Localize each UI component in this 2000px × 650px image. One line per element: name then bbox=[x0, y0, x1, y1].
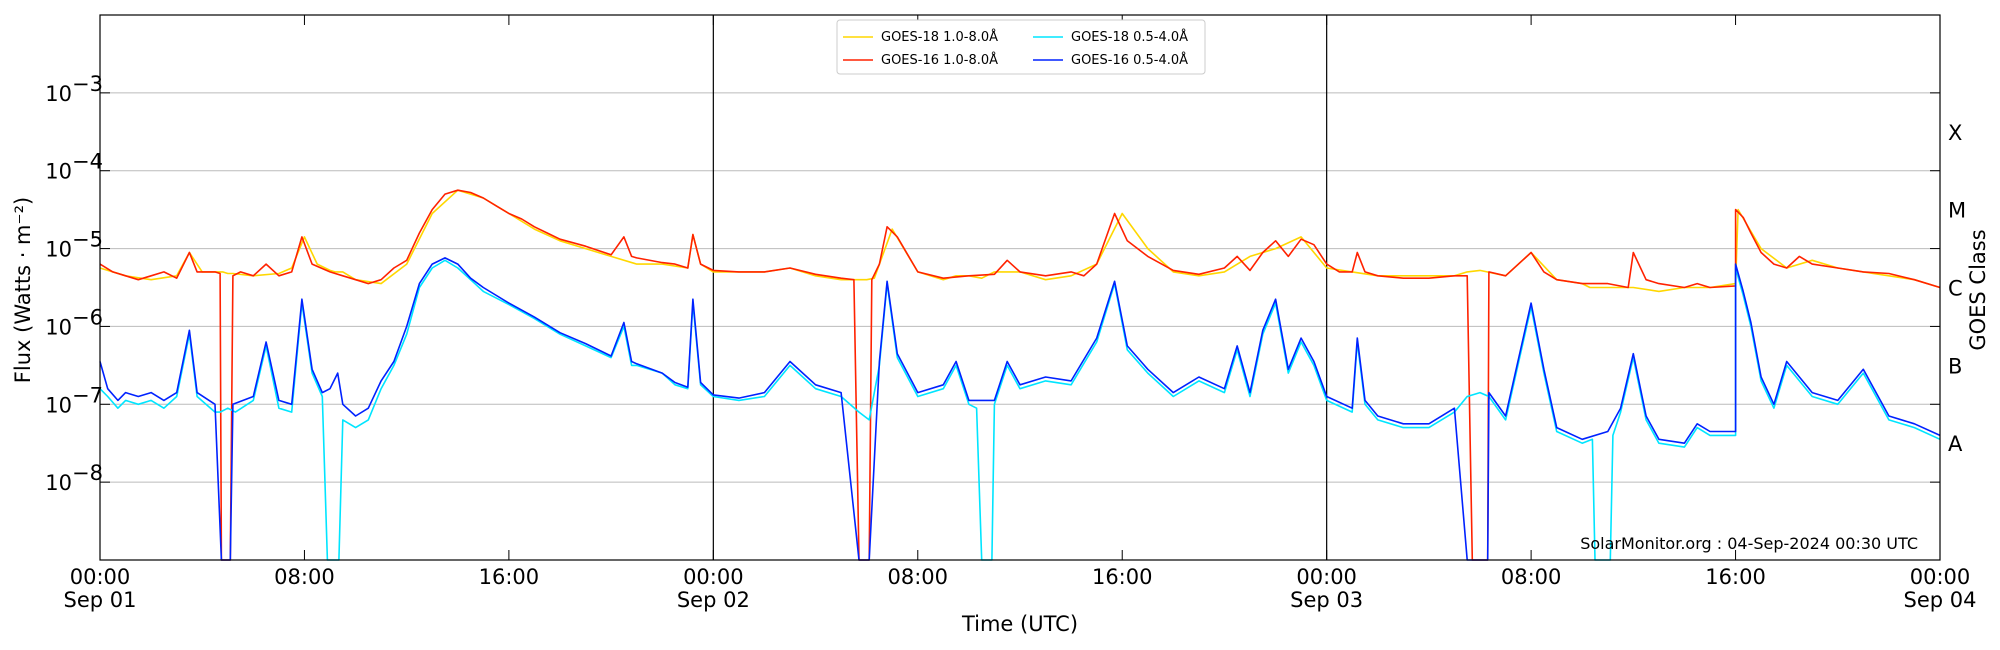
x-tick-label-time: 16:00 bbox=[1092, 565, 1153, 589]
goes-class-label: X bbox=[1948, 121, 1962, 145]
y-tick-label-exponent: −3 bbox=[72, 72, 103, 96]
legend-label-goes18-long: GOES-18 1.0-8.0Å bbox=[881, 29, 998, 45]
grid-lines bbox=[100, 92, 1940, 483]
x-tick-label-time: 08:00 bbox=[888, 565, 949, 589]
y-tick-label-exponent: −8 bbox=[72, 461, 103, 485]
x-tick-label-date: Sep 02 bbox=[677, 588, 750, 612]
legend-box bbox=[836, 19, 1206, 75]
x-tick-label-time: 00:00 bbox=[1910, 565, 1971, 589]
right-axis-title: GOES Class bbox=[1966, 229, 1990, 350]
y-tick-label-exponent: −6 bbox=[72, 305, 103, 329]
legend-label-goes16-short: GOES-16 0.5-4.0Å bbox=[1071, 52, 1188, 68]
y-tick-label: 10 bbox=[45, 393, 72, 417]
legend-label-goes18-short: GOES-18 0.5-4.0Å bbox=[1071, 29, 1188, 45]
x-tick-label-time: 00:00 bbox=[1296, 565, 1357, 589]
y-tick-label-exponent: −5 bbox=[72, 228, 103, 252]
watermark-text: SolarMonitor.org : 04-Sep-2024 00:30 UTC bbox=[1580, 534, 1918, 553]
y-tick-label-exponent: −7 bbox=[72, 383, 103, 407]
x-tick-label-time: 00:00 bbox=[683, 565, 744, 589]
x-axis-title: Time (UTC) bbox=[961, 612, 1078, 636]
series-lines bbox=[99, 189, 1941, 561]
x-tick-label-date: Sep 01 bbox=[64, 588, 137, 612]
y-axis-title: Flux (Watts · m⁻²) bbox=[11, 197, 35, 383]
x-tick-label-time: 16:00 bbox=[1705, 565, 1766, 589]
x-tick-label-date: Sep 03 bbox=[1290, 588, 1363, 612]
y-tick-label: 10 bbox=[45, 471, 72, 495]
series-goes16-short bbox=[99, 257, 1941, 561]
goes-class-label: C bbox=[1948, 277, 1963, 301]
x-tick-label-time: 00:00 bbox=[70, 565, 131, 589]
y-tick-label: 10 bbox=[45, 315, 72, 339]
y-tick-label-exponent: −4 bbox=[72, 150, 103, 174]
day-boundaries bbox=[712, 15, 1328, 560]
goes-class-labels: A B C M X bbox=[1948, 121, 1966, 456]
y-tick-label: 10 bbox=[45, 82, 72, 106]
goes-class-label: B bbox=[1948, 354, 1962, 378]
y-tick-label: 10 bbox=[45, 238, 72, 262]
plot-frame bbox=[99, 14, 1941, 561]
legend-label-goes16-long: GOES-16 1.0-8.0Å bbox=[881, 52, 998, 68]
x-tick-label-date: Sep 04 bbox=[1904, 588, 1977, 612]
series-goes16-long bbox=[99, 189, 1941, 561]
y-tick-label: 10 bbox=[45, 160, 72, 184]
series-goes18-long bbox=[99, 189, 1941, 293]
x-tick-label-time: 08:00 bbox=[274, 565, 335, 589]
legend: GOES-18 1.0-8.0Å GOES-16 1.0-8.0Å GOES-1… bbox=[836, 19, 1206, 75]
x-tick-label-time: 08:00 bbox=[1501, 565, 1562, 589]
series-goes18-short bbox=[99, 259, 1941, 561]
x-tick-label-time: 16:00 bbox=[479, 565, 540, 589]
goes-class-label: A bbox=[1948, 432, 1963, 456]
goes-class-label: M bbox=[1948, 199, 1966, 223]
axis-ticks bbox=[99, 15, 1941, 560]
